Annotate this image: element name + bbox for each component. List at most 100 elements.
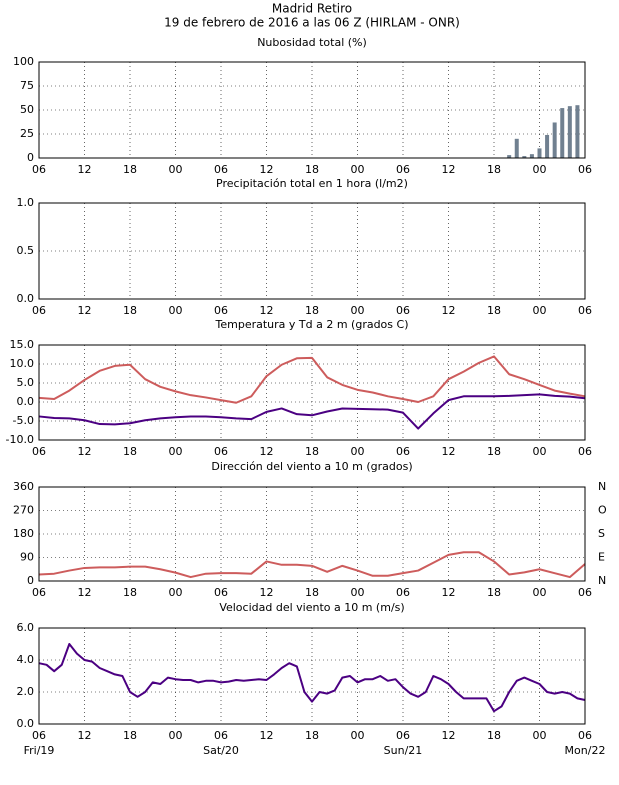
- x-tick-label: 06: [32, 729, 46, 742]
- x-tick-label: 06: [396, 729, 410, 742]
- y-tick-label: 0.0: [17, 717, 35, 730]
- x-tick-label: 06: [214, 304, 228, 317]
- y-tick-label: 270: [13, 504, 34, 517]
- chart-title: Velocidad del viento a 10 m (m/s): [219, 601, 404, 614]
- day-label: Mon/22: [565, 744, 606, 757]
- bar: [514, 138, 519, 158]
- x-tick-label: 00: [351, 729, 365, 742]
- x-tick-label: 18: [487, 304, 501, 317]
- x-tick-label: 00: [169, 304, 183, 317]
- y-tick-label: 0.5: [17, 244, 35, 257]
- y-tick-label: 360: [13, 480, 34, 493]
- x-tick-label: 00: [351, 445, 365, 458]
- x-tick-label: 12: [78, 304, 92, 317]
- y2-tick-label: N: [598, 480, 606, 493]
- y-tick-label: 4.0: [17, 653, 35, 666]
- x-tick-label: 06: [578, 586, 592, 599]
- bar: [567, 106, 572, 158]
- y-tick-label: 90: [20, 551, 34, 564]
- y-tick-label: 0.0: [17, 292, 35, 305]
- bar: [552, 122, 557, 158]
- x-tick-label: 18: [123, 729, 137, 742]
- x-tick-label: 18: [305, 586, 319, 599]
- chart-title: Precipitación total en 1 hora (l/m2): [216, 177, 408, 190]
- x-tick-label: 12: [260, 586, 274, 599]
- x-tick-label: 06: [396, 445, 410, 458]
- bar: [522, 156, 527, 158]
- y-tick-label: 75: [20, 79, 34, 92]
- y2-tick-label: S: [598, 527, 605, 540]
- x-tick-label: 06: [32, 304, 46, 317]
- x-tick-label: 18: [305, 304, 319, 317]
- x-tick-label: 18: [123, 304, 137, 317]
- plot-frame: [38, 627, 586, 725]
- y-tick-label: 0: [27, 574, 34, 587]
- bar: [545, 134, 550, 158]
- plot-frame: [38, 486, 586, 582]
- x-tick-label: 00: [533, 163, 547, 176]
- y-tick-label: 1.0: [17, 196, 35, 209]
- x-tick-label: 12: [442, 586, 456, 599]
- x-tick-label: 06: [396, 163, 410, 176]
- y-tick-label: 15.0: [10, 338, 35, 351]
- y-tick-label: 180: [13, 527, 34, 540]
- line: [38, 643, 586, 713]
- y-tick-label: 2.0: [17, 685, 35, 698]
- x-tick-label: 00: [533, 304, 547, 317]
- page-subtitle: 19 de febrero de 2016 a las 06 Z (HIRLAM…: [164, 16, 460, 30]
- x-tick-label: 18: [487, 445, 501, 458]
- plot-frame: [38, 61, 586, 159]
- line: [38, 551, 586, 579]
- bar: [529, 154, 534, 158]
- x-tick-label: 18: [305, 163, 319, 176]
- chart-title: Temperatura y Td a 2 m (grados C): [215, 318, 409, 331]
- x-tick-label: 00: [169, 163, 183, 176]
- y-tick-label: -5.0: [13, 414, 34, 427]
- y-tick-label: 0: [27, 151, 34, 164]
- plot-frame: [38, 202, 586, 300]
- chart-title: Dirección del viento a 10 m (grados): [211, 460, 412, 473]
- x-tick-label: 18: [123, 445, 137, 458]
- x-tick-label: 00: [169, 729, 183, 742]
- bar: [537, 148, 542, 158]
- day-label: Sun/21: [384, 744, 423, 757]
- x-tick-label: 12: [78, 729, 92, 742]
- x-tick-label: 12: [260, 304, 274, 317]
- x-tick-label: 00: [533, 729, 547, 742]
- day-label: Sat/20: [203, 744, 239, 757]
- x-tick-label: 06: [214, 729, 228, 742]
- y2-tick-label: E: [598, 551, 605, 564]
- x-tick-label: 06: [578, 163, 592, 176]
- line: [38, 355, 586, 404]
- y-tick-label: 25: [20, 127, 34, 140]
- x-tick-label: 12: [260, 163, 274, 176]
- bar: [560, 108, 565, 158]
- x-tick-label: 18: [487, 729, 501, 742]
- x-tick-label: 06: [32, 586, 46, 599]
- x-tick-label: 00: [351, 163, 365, 176]
- x-tick-label: 06: [396, 304, 410, 317]
- x-tick-label: 06: [578, 729, 592, 742]
- x-tick-label: 18: [123, 163, 137, 176]
- page-title: Madrid Retiro: [272, 2, 352, 16]
- x-tick-label: 12: [260, 445, 274, 458]
- x-tick-label: 18: [487, 163, 501, 176]
- x-tick-label: 12: [260, 729, 274, 742]
- y2-tick-label: O: [598, 504, 607, 517]
- y-tick-label: 100: [13, 55, 34, 68]
- x-tick-label: 18: [123, 586, 137, 599]
- x-tick-label: 12: [442, 163, 456, 176]
- chart-title: Nubosidad total (%): [257, 36, 367, 49]
- x-tick-label: 18: [305, 729, 319, 742]
- x-tick-label: 06: [32, 163, 46, 176]
- y-tick-label: 10.0: [10, 357, 35, 370]
- y-tick-label: 0.0: [17, 395, 35, 408]
- day-label: Fri/19: [24, 744, 55, 757]
- y-tick-label: 6.0: [17, 621, 35, 634]
- x-tick-label: 00: [169, 586, 183, 599]
- bar: [507, 155, 512, 158]
- x-tick-label: 12: [442, 729, 456, 742]
- x-tick-label: 12: [442, 445, 456, 458]
- y2-tick-label: N: [598, 574, 606, 587]
